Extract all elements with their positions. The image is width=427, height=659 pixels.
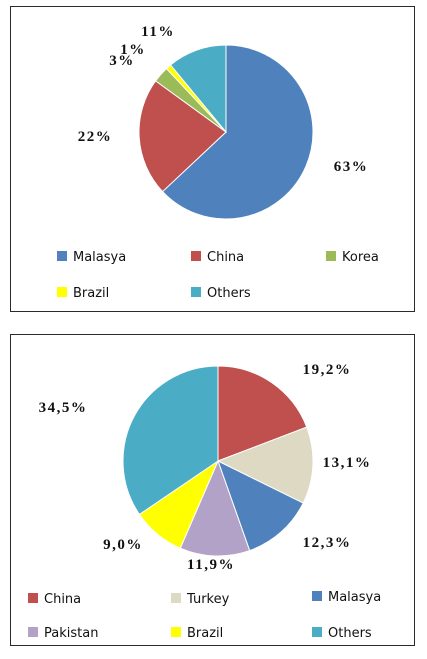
legend-item-others: Others xyxy=(191,286,251,301)
chart-panel-2: 19,2% 13,1% 12,3% 11,9% 9,0% 34,5% China Turkey… xyxy=(10,334,415,646)
legend-label-malasya: Malasya xyxy=(328,590,381,605)
legend-label-brazil: Brazil xyxy=(187,626,223,641)
legend-item-brazil: Brazil xyxy=(57,286,109,301)
legend-item-pakistan: Pakistan xyxy=(28,626,98,641)
legend-item-brazil: Brazil xyxy=(171,626,223,641)
legend-label-brazil: Brazil xyxy=(73,286,109,301)
legend: Malasya China Korea Brazil Others xyxy=(57,250,379,301)
data-label-brazil: 1% xyxy=(120,42,146,58)
pie-slices xyxy=(138,44,314,220)
data-label-malasya: 12,3% xyxy=(303,535,352,551)
pie-slice-china xyxy=(138,80,227,193)
data-label-pakistan: 11,9% xyxy=(187,557,235,573)
legend-label-china: China xyxy=(207,250,244,265)
legend-label-china: China xyxy=(44,592,81,607)
pie-slice-others xyxy=(122,365,219,516)
data-label-others: 34,5% xyxy=(39,400,88,416)
legend-swatch-turkey xyxy=(171,593,181,603)
legend-item-china: China xyxy=(191,250,244,265)
legend-swatch-pakistan xyxy=(28,627,38,637)
legend-label-others: Others xyxy=(328,626,372,641)
legend-item-china: China xyxy=(28,592,81,607)
legend-swatch-korea xyxy=(326,251,336,261)
legend-label-others: Others xyxy=(207,286,251,301)
data-label-others: 11% xyxy=(141,24,175,40)
pie-chart-2: 19,2% 13,1% 12,3% 11,9% 9,0% 34,5% China Turkey… xyxy=(28,362,381,641)
pie-slice-malasya xyxy=(161,44,314,220)
legend-swatch-brazil xyxy=(171,627,181,637)
data-label-china: 19,2% xyxy=(303,362,352,378)
legend-label-malasya: Malasya xyxy=(73,250,126,265)
data-label-china: 22% xyxy=(78,129,113,145)
data-label-korea: 3% xyxy=(109,53,135,69)
legend-item-turkey: Turkey xyxy=(171,592,230,607)
pie-slice-turkey xyxy=(216,426,314,504)
pie-slice-pakistan xyxy=(179,459,251,557)
legend-label-turkey: Turkey xyxy=(186,592,230,607)
legend-swatch-malasya xyxy=(312,591,322,601)
legend-item-others: Others xyxy=(312,626,372,641)
data-label-brazil: 9,0% xyxy=(103,537,143,553)
legend-swatch-others xyxy=(191,287,201,297)
legend-swatch-china xyxy=(191,251,201,261)
pie-slice-others xyxy=(169,44,227,134)
data-label-malasya: 63% xyxy=(334,159,369,175)
chart-panel-1: 63% 22% 3% 1% 11% Malasya China Korea Brazil Othe… xyxy=(10,6,415,312)
data-label-turkey: 13,1% xyxy=(323,455,372,471)
legend-label-pakistan: Pakistan xyxy=(44,626,98,641)
pie-slice-malasya xyxy=(217,460,304,552)
pie-slice-china xyxy=(217,365,308,462)
legend-label-korea: Korea xyxy=(342,250,379,265)
legend-item-malasya: Malasya xyxy=(57,250,126,265)
legend-item-korea: Korea xyxy=(326,250,379,265)
legend: China Turkey Malasya Pakistan Brazil Others xyxy=(28,590,381,641)
legend-swatch-china xyxy=(28,593,38,603)
legend-swatch-malasya xyxy=(57,251,67,261)
pie-slices xyxy=(122,365,314,557)
legend-swatch-others xyxy=(312,627,322,637)
legend-swatch-brazil xyxy=(57,287,67,297)
pie-chart-1: 63% 22% 3%1% 11% Malasya China Korea Brazil Othe… xyxy=(57,24,379,301)
legend-item-malasya: Malasya xyxy=(312,590,381,605)
